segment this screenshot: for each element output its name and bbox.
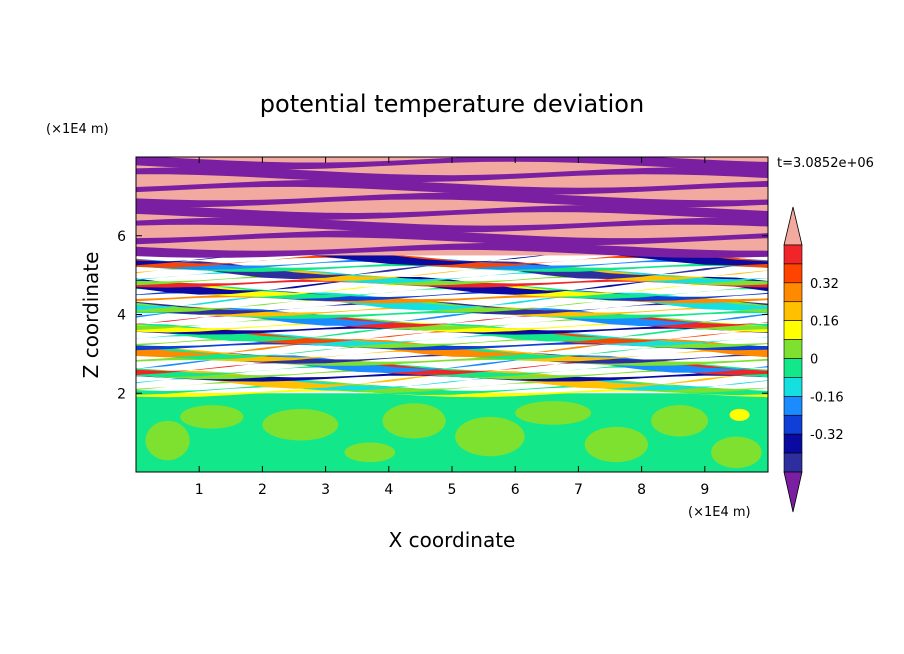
x-tick-label: 2 bbox=[258, 482, 267, 498]
x-tick-label: 6 bbox=[511, 482, 520, 498]
field-blob bbox=[711, 436, 762, 469]
field-layer bbox=[136, 261, 768, 280]
x-tick-label: 9 bbox=[700, 482, 709, 498]
field-layer bbox=[136, 363, 768, 378]
field-band bbox=[136, 217, 768, 233]
field-blob bbox=[651, 405, 708, 437]
field-layer bbox=[136, 308, 768, 319]
field-layer bbox=[136, 307, 768, 327]
field-layer bbox=[136, 296, 768, 313]
field-layer bbox=[136, 304, 768, 317]
y-tick-label: 4 bbox=[117, 308, 126, 324]
colorbar-bin bbox=[783, 377, 803, 397]
x-axis-label: X coordinate bbox=[389, 528, 516, 552]
field-band bbox=[136, 205, 768, 220]
field-band bbox=[136, 230, 768, 246]
colorbar-bin bbox=[783, 263, 803, 284]
field-layer bbox=[136, 253, 768, 268]
colorbar-bin bbox=[783, 396, 803, 416]
field-band bbox=[136, 157, 768, 170]
colorbar-tick-label: 0.16 bbox=[810, 315, 839, 330]
colorbar-bin bbox=[783, 320, 803, 340]
colorbar-extend-top bbox=[783, 206, 803, 246]
field-layer bbox=[136, 285, 768, 299]
colorbar-tick-label: 0.32 bbox=[810, 277, 839, 292]
chart-title: potential temperature deviation bbox=[260, 90, 644, 118]
x-axis: 1 2 3 4 5 6 7 8 9 bbox=[195, 157, 709, 498]
colorbar-tick-label: -0.16 bbox=[810, 390, 844, 405]
colorbar-tick-label: 0 bbox=[810, 353, 818, 368]
field-blob bbox=[455, 416, 525, 457]
x-unit-label: (×1E4 m) bbox=[688, 505, 751, 520]
colorbar-bin bbox=[783, 452, 803, 473]
colorbar-bin bbox=[783, 339, 803, 359]
colorbar-bin bbox=[783, 244, 803, 265]
field-band bbox=[136, 179, 768, 195]
field-blob bbox=[180, 405, 244, 429]
x-tick-label: 5 bbox=[448, 482, 457, 498]
y-tick-label: 6 bbox=[117, 229, 126, 245]
x-tick-label: 7 bbox=[574, 482, 583, 498]
colorbar: 0.32 0.16 0 -0.16 -0.32 bbox=[783, 206, 844, 513]
field-blob bbox=[515, 401, 592, 425]
colorbar-bin bbox=[783, 414, 803, 435]
field-layer bbox=[136, 370, 768, 389]
field-blob bbox=[584, 426, 648, 463]
y-axis: 2 4 6 bbox=[117, 229, 768, 402]
field-band bbox=[136, 167, 768, 183]
colorbar-bin bbox=[783, 358, 803, 378]
field-blob bbox=[382, 403, 446, 439]
field-band bbox=[136, 242, 768, 258]
field-blob bbox=[344, 442, 396, 463]
x-tick-label: 3 bbox=[321, 482, 330, 498]
colorbar-tick-label: -0.32 bbox=[810, 428, 844, 443]
colorbar-extend-bottom bbox=[783, 471, 803, 513]
field-layer bbox=[136, 327, 768, 344]
colorbar-bin bbox=[783, 433, 803, 454]
field-layer bbox=[136, 280, 768, 297]
colorbar-bin bbox=[783, 301, 803, 321]
x-tick-label: 8 bbox=[637, 482, 646, 498]
x-tick-label: 4 bbox=[384, 482, 393, 498]
y-tick-label: 2 bbox=[117, 386, 126, 402]
plot-area bbox=[136, 157, 768, 472]
field-layer bbox=[136, 351, 768, 364]
field-blob bbox=[145, 420, 190, 461]
y-axis-label: Z coordinate bbox=[79, 252, 103, 379]
x-tick-label: 1 bbox=[195, 482, 204, 498]
y-unit-label: (×1E4 m) bbox=[46, 122, 109, 137]
field-band bbox=[136, 192, 768, 208]
time-label: t=3.0852e+06 bbox=[777, 156, 874, 171]
field-layer bbox=[136, 347, 768, 362]
field-blob bbox=[262, 409, 339, 441]
colorbar-bin bbox=[783, 282, 803, 303]
field-blob bbox=[729, 408, 750, 421]
